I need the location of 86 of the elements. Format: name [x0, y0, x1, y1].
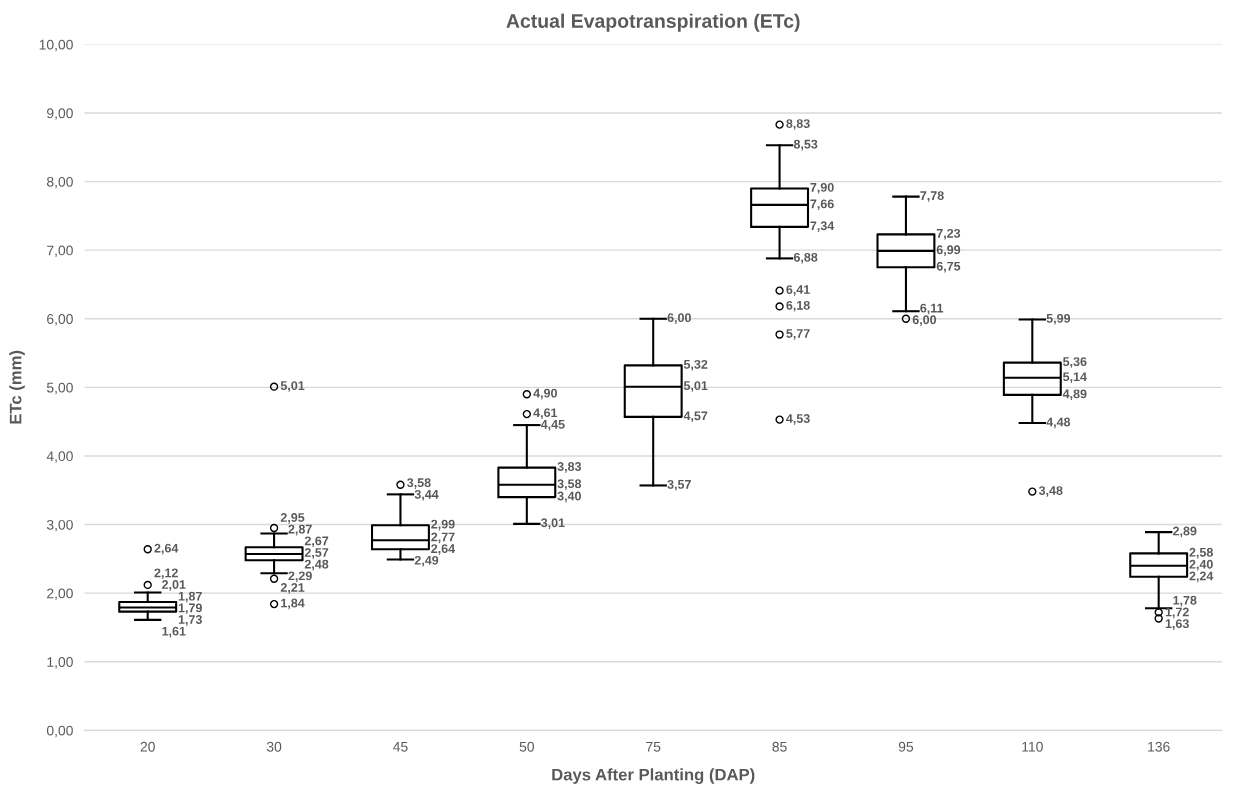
x-tick-label: 110	[1022, 741, 1043, 752]
x-tick-label: 50	[519, 741, 535, 752]
x-tick-label: 75	[646, 741, 661, 752]
data-label: 2,21	[280, 583, 305, 594]
data-label: 6,41	[786, 285, 810, 296]
x-tick-label: 95	[898, 741, 914, 752]
annotation: 2,01	[162, 580, 186, 591]
y-tick-label: 5,00	[46, 382, 73, 395]
x-tick-label: 20	[140, 741, 155, 752]
y-tick-label: 8,00	[46, 176, 73, 189]
y-tick-label: 7,00	[47, 245, 73, 257]
annotation: 3,57	[667, 479, 691, 491]
chart-title: Actual Evapotranspiration (ETc)	[506, 13, 800, 32]
annotation: 3,40	[557, 491, 581, 503]
x-tick-label: 30	[266, 741, 282, 752]
annotation: 6,99	[936, 245, 961, 257]
annotation: 2,49	[414, 555, 439, 567]
annotation: 3,58	[557, 479, 582, 490]
data-label: 6,00	[912, 315, 937, 326]
annotation: 4,89	[1062, 389, 1087, 401]
annotation: 6,88	[793, 252, 818, 264]
annotation: 5,14	[1063, 372, 1087, 383]
annotation: 3,01	[541, 518, 565, 530]
y-tick-label: 1,00	[47, 657, 73, 669]
annotation: 5,36	[1063, 357, 1087, 368]
data-label: 1,84	[281, 598, 305, 610]
data-label: 1,72	[1165, 607, 1189, 619]
annotation: 2,40	[1189, 559, 1213, 571]
y-tick-label: 10,00	[39, 39, 73, 52]
annotation: 8,53	[793, 139, 818, 151]
annotation: 1,78	[1173, 595, 1197, 607]
x-tick-label: 136	[1148, 741, 1170, 752]
annotation: 7,78	[920, 191, 944, 202]
annotation: 5,01	[683, 381, 708, 392]
annotation: 1,87	[178, 591, 202, 603]
data-label: 4,61	[533, 408, 558, 419]
data-label: 6,18	[786, 300, 810, 312]
annotation: 2,99	[431, 519, 455, 531]
annotation: 5,32	[683, 359, 708, 371]
annotation: 4,57	[683, 411, 708, 423]
y-tick-label: 0,00	[46, 725, 73, 738]
y-tick-label: 4,00	[46, 451, 73, 463]
annotation: 2,58	[1189, 547, 1213, 559]
annotation: 4,48	[1046, 417, 1071, 429]
annotation: 1,61	[162, 626, 186, 638]
data-label: 5,01	[280, 381, 305, 392]
annotation: 2,87	[288, 524, 312, 536]
annotation: 2,57	[304, 548, 329, 559]
annotation: 3,83	[557, 462, 582, 473]
annotation: 2,64	[431, 544, 456, 555]
data-label: 5,77	[786, 329, 810, 340]
annotation: 6,75	[936, 261, 961, 273]
annotation: 2,48	[304, 559, 329, 571]
annotation: 2,29	[288, 571, 312, 583]
x-tick-label: 85	[772, 741, 787, 752]
annotation: 7,34	[810, 221, 835, 233]
annotation: 6,00	[667, 313, 691, 324]
annotation: 2,77	[431, 532, 455, 544]
data-label: 8,83	[786, 119, 810, 130]
y-tick-label: 9,00	[47, 108, 73, 120]
annotation: 2,24	[1189, 571, 1214, 583]
data-label: 2,12	[154, 568, 178, 580]
y-axis-title: ETc (mm)	[9, 350, 25, 424]
annotation: 7,90	[810, 182, 834, 194]
x-axis-title: Days After Planting (DAP)	[552, 768, 755, 784]
y-tick-label: 2,00	[47, 588, 73, 600]
annotation: 2,67	[304, 536, 329, 548]
data-label: 3,48	[1038, 486, 1063, 497]
data-label: 2,95	[280, 513, 305, 524]
y-tick-label: 3,00	[46, 519, 73, 532]
annotation: 4,45	[540, 420, 565, 431]
annotation: 5,99	[1046, 313, 1071, 325]
annotation: 3,44	[414, 489, 439, 501]
annotation: 7,66	[810, 199, 834, 211]
x-tick-label: 45	[393, 741, 408, 752]
data-label: 2,64	[154, 543, 179, 555]
annotation: 2,89	[1173, 526, 1197, 538]
annotation: 1,73	[178, 615, 202, 626]
data-label: 4,90	[533, 388, 557, 400]
data-label: 4,53	[786, 414, 810, 425]
data-label: 3,58	[407, 478, 431, 489]
data-label: 1,63	[1165, 619, 1189, 630]
annotation: 7,23	[936, 228, 961, 240]
annotation: 1,79	[178, 603, 202, 615]
annotation: 6,11	[920, 303, 944, 315]
y-tick-label: 6,00	[47, 314, 73, 326]
